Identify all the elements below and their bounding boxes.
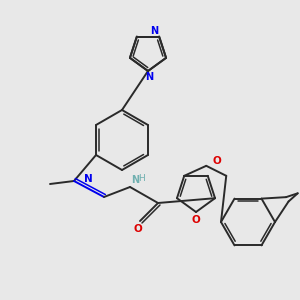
Text: O: O [134,224,142,234]
Text: H: H [138,174,145,183]
Text: N: N [150,26,158,36]
Text: O: O [213,156,222,166]
Text: N: N [145,72,153,82]
Text: N: N [131,175,139,185]
Text: O: O [192,215,200,225]
Text: N: N [84,174,92,184]
